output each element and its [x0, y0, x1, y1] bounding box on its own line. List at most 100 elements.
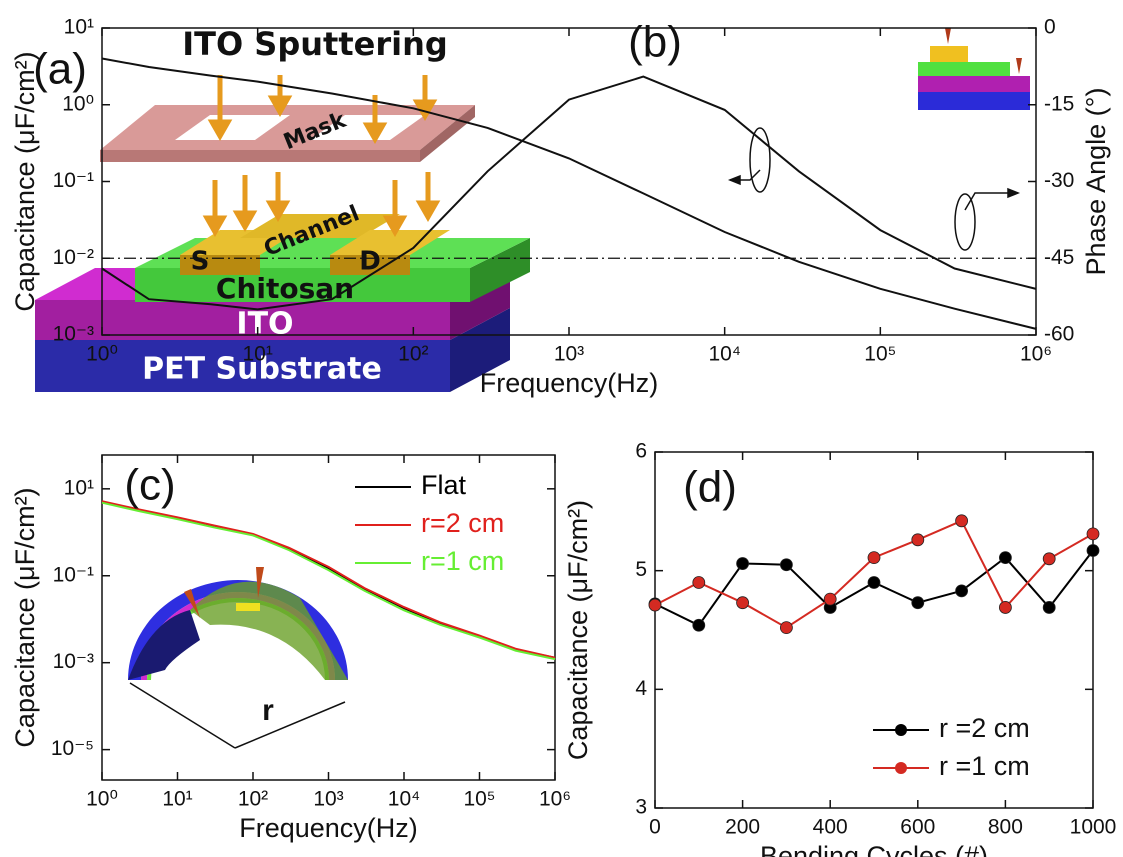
point — [1087, 544, 1099, 556]
x-tick-label: 800 — [988, 816, 1023, 839]
inset-layer — [918, 62, 1010, 76]
inset-layer — [918, 76, 1030, 92]
arrow-line — [130, 683, 235, 748]
x-tick-label: 0 — [649, 816, 661, 839]
arrowhead — [387, 218, 403, 232]
drain-label: D — [359, 247, 381, 277]
x-tick-label: 10⁰ — [86, 788, 118, 811]
point — [956, 515, 968, 527]
series-line — [655, 521, 1093, 628]
x-axis-title: Bending Cycles (#) — [760, 841, 988, 857]
y-axis-title: Capacitance (μF/cm²) — [10, 51, 40, 311]
y-tick-label: 4 — [635, 677, 647, 700]
figure: (a) ITO Sputtering Mask S Channel D Chit… — [0, 0, 1123, 857]
x-tick-label: 10⁴ — [708, 343, 740, 366]
y-tick-label: 10⁻³ — [53, 323, 94, 346]
point — [868, 552, 880, 564]
arrowhead — [207, 218, 223, 232]
y2-tick-label: -15 — [1044, 92, 1074, 115]
x-tick-label: 10⁵ — [864, 343, 896, 366]
panel-label: (d) — [683, 463, 737, 512]
point — [737, 597, 749, 609]
point — [693, 577, 705, 589]
y2-tick-label: -30 — [1044, 169, 1074, 192]
inset-layer — [918, 92, 1030, 110]
legend-marker — [895, 762, 907, 774]
x-tick-label: 10³ — [554, 343, 584, 366]
inset-probe — [1016, 58, 1022, 74]
x-tick-label: 10¹ — [162, 788, 192, 811]
b-annotations — [730, 128, 1018, 250]
arrowhead — [730, 176, 740, 184]
legend-marker — [895, 724, 907, 736]
y-tick-label: 10⁻³ — [53, 650, 94, 673]
x-axis-title: Frequency(Hz) — [239, 813, 418, 843]
point — [999, 552, 1011, 564]
arrowhead — [237, 213, 253, 227]
legend-label: r =1 cm — [939, 751, 1030, 781]
b-inset — [918, 28, 1030, 110]
diagram-title: ITO Sputtering — [182, 25, 448, 63]
y-tick-label: 10¹ — [64, 16, 94, 39]
x-tick-label: 10³ — [313, 788, 343, 811]
y-axis-title: Capacitance (μF/cm²) — [563, 500, 593, 760]
x-tick-label: 10² — [238, 788, 268, 811]
point — [956, 585, 968, 597]
radius-arrows — [130, 683, 345, 748]
x-tick-label: 10⁶ — [1020, 343, 1052, 366]
inset-probe — [945, 28, 951, 44]
y-tick-label: 10⁻¹ — [53, 169, 94, 192]
y2-axis-title: Phase Angle (°) — [1081, 88, 1111, 276]
inset-layer — [930, 46, 968, 62]
inset-label: r — [262, 694, 274, 727]
arrow-line — [235, 702, 345, 748]
point — [780, 622, 792, 634]
legend-label: r =2 cm — [939, 713, 1030, 743]
y-tick-label: 10¹ — [64, 476, 94, 499]
x-axis-title: Frequency(Hz) — [480, 368, 659, 398]
y-tick-label: 3 — [635, 796, 647, 819]
y-axis-title: Capacitance (μF/cm²) — [10, 487, 40, 747]
mask-front — [100, 150, 420, 162]
y2-tick-label: -45 — [1044, 246, 1074, 269]
y2-tick-label: -60 — [1044, 323, 1074, 346]
x-tick-label: 10⁵ — [463, 788, 495, 811]
point — [1043, 601, 1055, 613]
arrowhead — [212, 122, 228, 136]
y-tick-label: 10⁻² — [53, 246, 94, 269]
x-tick-label: 10⁴ — [388, 788, 420, 811]
arrowhead — [1008, 189, 1018, 197]
point — [912, 534, 924, 546]
point — [1087, 528, 1099, 540]
point — [693, 619, 705, 631]
x-tick-label: 10⁰ — [86, 343, 118, 366]
point — [780, 559, 792, 571]
panel-label: (b) — [628, 18, 682, 67]
panel-label: (a) — [33, 45, 87, 94]
y-tick-label: 10⁻⁵ — [51, 737, 94, 760]
ito-label: ITO — [236, 307, 293, 342]
x-tick-label: 10¹ — [242, 343, 272, 366]
x-tick-label: 10⁶ — [539, 788, 571, 811]
y2-tick-label: 0 — [1044, 16, 1056, 39]
point — [912, 597, 924, 609]
chitosan-label: Chitosan — [216, 272, 354, 305]
y-tick-label: 10⁰ — [62, 92, 94, 115]
c-inset: r — [128, 567, 348, 748]
point — [824, 593, 836, 605]
x-tick-label: 400 — [813, 816, 848, 839]
x-tick-label: 1000 — [1070, 816, 1117, 839]
arrowhead — [420, 203, 436, 217]
source-label: S — [191, 247, 210, 277]
point — [1043, 553, 1055, 565]
x-tick-label: 200 — [725, 816, 760, 839]
x-tick-label: 10² — [398, 343, 428, 366]
point — [649, 599, 661, 611]
point — [868, 577, 880, 589]
arch-electrode — [236, 603, 260, 611]
y-tick-label: 10⁻¹ — [53, 563, 94, 586]
arrowhead — [367, 125, 383, 139]
y-tick-label: 5 — [635, 558, 647, 581]
point — [999, 601, 1011, 613]
legend-label: Flat — [421, 470, 467, 500]
